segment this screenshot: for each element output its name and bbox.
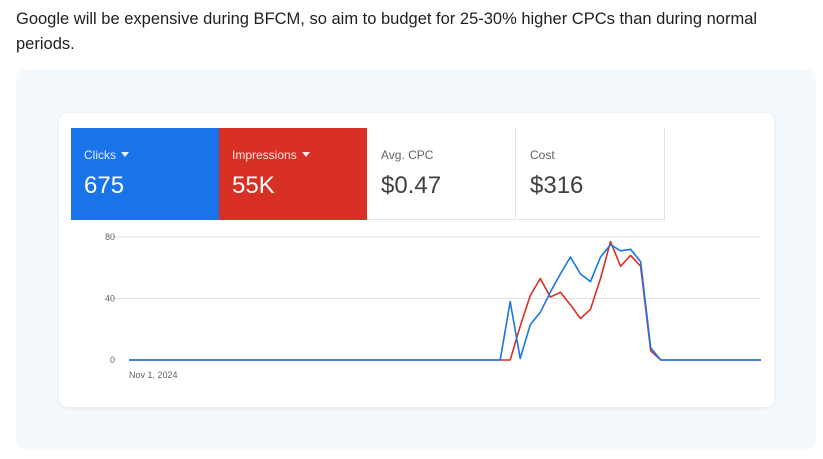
intro-text: Google will be expensive during BFCM, so… bbox=[16, 10, 758, 53]
cost-label: Cost bbox=[530, 148, 555, 162]
y-tick-label-40: 40 bbox=[105, 294, 115, 304]
impressions-label: Impressions bbox=[232, 148, 297, 162]
dropdown-caret-icon[interactable] bbox=[121, 152, 129, 157]
impressions-metric-tile[interactable]: Impressions 55K bbox=[219, 128, 367, 220]
clicks-series-line bbox=[129, 243, 761, 361]
avg-cpc-label: Avg. CPC bbox=[381, 148, 434, 162]
dropdown-caret-icon[interactable] bbox=[301, 152, 310, 157]
impressions-label-row: Impressions bbox=[232, 148, 310, 162]
impressions-series-line bbox=[129, 240, 761, 361]
impressions-value: 55K bbox=[232, 172, 275, 199]
clicks-label: Clicks bbox=[84, 148, 116, 162]
clicks-value: 675 bbox=[84, 172, 125, 199]
avg-cpc-metric-tile[interactable]: Avg. CPC $0.47 bbox=[368, 128, 516, 220]
clicks-label-row: Clicks bbox=[84, 148, 129, 162]
cost-value: $316 bbox=[530, 172, 584, 199]
performance-card: Clicks 675 Impressions 55K Avg. CPC $0.4… bbox=[59, 113, 774, 407]
cost-metric-tile[interactable]: Cost $316 bbox=[517, 128, 665, 220]
y-tick-label-80: 80 bbox=[105, 232, 115, 242]
y-tick-label-0: 0 bbox=[110, 355, 115, 365]
avg-cpc-value: $0.47 bbox=[381, 172, 442, 199]
x-tick-label: Nov 1, 2024 bbox=[129, 370, 178, 380]
clicks-metric-tile[interactable]: Clicks 675 bbox=[71, 128, 219, 220]
line-chart: 0 40 80 Nov 1, 2024 bbox=[105, 232, 761, 380]
